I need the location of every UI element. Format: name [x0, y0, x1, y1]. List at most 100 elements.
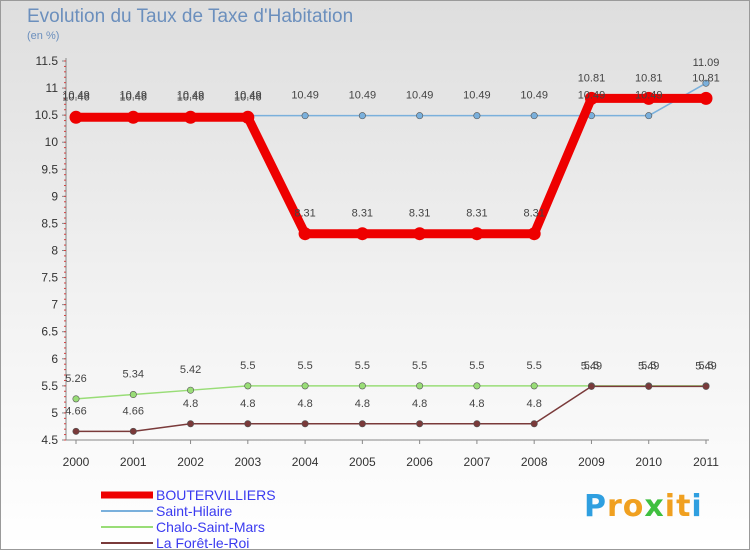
series-point-0 — [241, 110, 255, 124]
data-label-2: 5.5 — [641, 360, 656, 372]
series-point-0 — [413, 227, 427, 241]
data-label-3: 5.49 — [695, 360, 716, 372]
data-label-1: 10.49 — [177, 90, 205, 102]
data-label-1: 10.49 — [463, 90, 491, 102]
y-tick-label: 9.5 — [41, 162, 58, 176]
data-label-2: 5.26 — [65, 373, 86, 385]
data-label-3: 4.66 — [65, 405, 86, 417]
data-label-0: 8.31 — [523, 208, 544, 220]
legend-swatch-0 — [101, 491, 153, 499]
series-point-3 — [702, 382, 710, 390]
data-label-2: 5.5 — [584, 360, 599, 372]
y-tick-label: 7 — [51, 298, 58, 312]
x-tick-label: 2011 — [693, 455, 719, 469]
legend-swatch-3 — [101, 542, 153, 544]
series-point-0 — [527, 227, 541, 241]
y-tick-label: 4.5 — [41, 433, 58, 447]
y-tick-label: 6.5 — [41, 325, 58, 339]
series-point-1 — [530, 112, 538, 120]
data-label-2: 5.42 — [180, 364, 201, 376]
data-label-0: 10.81 — [578, 72, 606, 84]
data-label-1: 11.09 — [693, 57, 720, 69]
data-label-0: 10.81 — [692, 72, 720, 84]
legend-label-2: Chalo-Saint-Mars — [156, 519, 265, 535]
proxiti-logo: Proxiti — [584, 489, 703, 524]
series-point-2 — [129, 391, 137, 399]
data-label-0: 10.46 — [234, 91, 262, 103]
logo-letter: o — [622, 489, 645, 524]
series-point-0 — [298, 227, 312, 241]
legend-item-3: La Forêt-le-Roi — [101, 535, 276, 551]
series-point-3 — [358, 420, 366, 428]
data-label-2: 5.34 — [123, 369, 144, 381]
series-point-3 — [72, 427, 80, 435]
y-tick-label: 8 — [51, 244, 58, 258]
y-tick-label: 10.5 — [35, 108, 59, 122]
y-tick-label: 6 — [51, 352, 58, 366]
y-tick-label: 9 — [51, 189, 58, 203]
x-tick-label: 2008 — [521, 455, 548, 469]
series-point-3 — [187, 420, 195, 428]
series-point-1 — [702, 79, 710, 87]
logo-letter: t — [676, 489, 692, 524]
chart-subtitle: (en %) — [27, 30, 60, 42]
series-point-0 — [642, 91, 656, 105]
logo-letter: P — [584, 489, 607, 524]
data-label-1: 10.49 — [578, 90, 606, 102]
y-tick-label: 8.5 — [41, 216, 58, 230]
data-label-1: 10.49 — [635, 90, 663, 102]
x-tick-label: 2000 — [63, 455, 90, 469]
series-line-2 — [75, 385, 707, 400]
series-point-0 — [69, 110, 83, 124]
data-label-1: 10.49 — [520, 90, 548, 102]
legend-label-3: La Forêt-le-Roi — [156, 535, 250, 551]
series-point-0 — [126, 110, 140, 124]
data-label-3: 4.8 — [183, 398, 198, 410]
data-label-3: 4.8 — [527, 398, 542, 410]
data-label-0: 10.46 — [120, 91, 148, 103]
legend-label-1: Saint-Hilaire — [156, 503, 233, 519]
data-label-1: 10.49 — [120, 90, 148, 102]
data-label-0: 10.81 — [635, 72, 663, 84]
series-point-2 — [301, 382, 309, 390]
series-point-2 — [244, 382, 252, 390]
data-label-3: 4.8 — [355, 398, 370, 410]
data-label-0: 10.46 — [62, 91, 90, 103]
series-point-1 — [358, 112, 366, 120]
series-point-2 — [416, 382, 424, 390]
logo-letter: x — [644, 489, 665, 524]
data-label-2: 5.5 — [698, 360, 713, 372]
series-point-2 — [530, 382, 538, 390]
x-tick-label: 2009 — [578, 455, 605, 469]
data-label-3: 4.8 — [469, 398, 484, 410]
data-label-3: 4.8 — [412, 398, 427, 410]
data-label-2: 5.5 — [469, 360, 484, 372]
data-label-2: 5.5 — [527, 360, 542, 372]
series-point-3 — [416, 420, 424, 428]
legend-label-0: BOUTERVILLIERS — [156, 487, 276, 503]
legend-swatch-2 — [101, 526, 153, 528]
data-label-1: 10.49 — [291, 90, 319, 102]
series-point-0 — [184, 110, 198, 124]
x-tick-label: 2010 — [635, 455, 662, 469]
x-tick-label: 2007 — [464, 455, 491, 469]
series-point-1 — [473, 112, 481, 120]
series-point-3 — [129, 427, 137, 435]
x-tick-label: 2002 — [177, 455, 204, 469]
chart-title: Evolution du Taux de Taxe d'Habitation — [27, 6, 354, 27]
series-point-1 — [416, 112, 424, 120]
data-label-1: 10.49 — [406, 90, 434, 102]
data-label-0: 8.31 — [294, 208, 315, 220]
x-tick-label: 2005 — [349, 455, 376, 469]
data-label-3: 5.49 — [638, 360, 659, 372]
x-tick-label: 2006 — [406, 455, 433, 469]
x-tick-label: 2001 — [120, 455, 147, 469]
data-label-2: 5.5 — [412, 360, 427, 372]
data-label-0: 8.31 — [409, 208, 430, 220]
series-point-1 — [645, 112, 653, 120]
series-point-3 — [301, 420, 309, 428]
data-label-2: 5.5 — [240, 360, 255, 372]
data-label-1: 10.49 — [234, 90, 262, 102]
series-point-0 — [470, 227, 484, 241]
